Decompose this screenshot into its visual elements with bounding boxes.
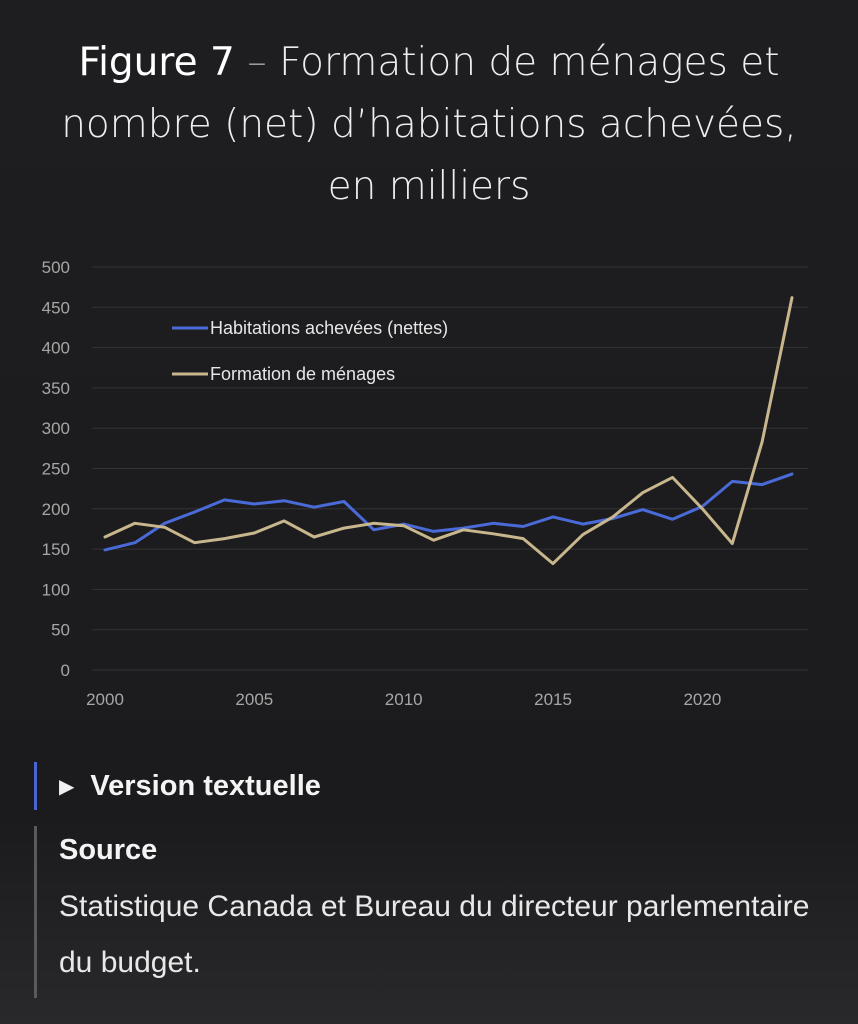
source-heading: Source — [59, 834, 158, 866]
y-tick-label: 350 — [42, 379, 70, 398]
y-tick-label: 0 — [61, 661, 70, 680]
figure-number: Figure 7 — [78, 40, 235, 85]
title-separator: – — [247, 40, 267, 85]
x-tick-label: 2015 — [534, 690, 572, 709]
y-tick-label: 100 — [42, 580, 70, 599]
text-version-label: Version textuelle — [90, 769, 321, 802]
y-tick-label: 150 — [42, 540, 70, 559]
x-tick-label: 2005 — [235, 690, 273, 709]
x-axis: 2000 2005 2010 2015 2020 — [86, 690, 721, 709]
text-version-toggle[interactable]: ▶ Version textuelle — [34, 762, 321, 810]
x-tick-label: 2000 — [86, 690, 124, 709]
y-tick-label: 400 — [42, 339, 70, 358]
triangle-right-icon: ▶ — [59, 775, 75, 798]
legend-label: Formation de ménages — [210, 364, 395, 384]
series-lines — [103, 296, 794, 566]
source-block: Source Statistique Canada et Bureau du d… — [34, 826, 814, 998]
legend: Habitations achevées (nettes) Formation d… — [172, 318, 448, 384]
x-tick-label: 2010 — [385, 690, 423, 709]
y-tick-label: 500 — [42, 258, 70, 277]
legend-label: Habitations achevées (nettes) — [210, 318, 448, 338]
source-text: Statistique Canada et Bureau du directeu… — [59, 890, 810, 979]
x-tick-label: 2020 — [683, 690, 721, 709]
y-tick-label: 50 — [51, 621, 70, 640]
y-axis: 0 50 100 150 200 250 300 350 400 450 500 — [42, 258, 70, 680]
y-tick-label: 450 — [42, 298, 70, 317]
series-line-menages — [103, 296, 794, 566]
y-tick-label: 300 — [42, 419, 70, 438]
series-line-habitations — [103, 472, 794, 552]
y-tick-label: 250 — [42, 460, 70, 479]
y-tick-label: 200 — [42, 500, 70, 519]
chart-title: Figure 7 – Formation de ménages et nombr… — [40, 32, 818, 218]
figure-title: Formation de ménages et nombre (net) d’h… — [61, 40, 797, 209]
grid-lines — [92, 266, 808, 671]
